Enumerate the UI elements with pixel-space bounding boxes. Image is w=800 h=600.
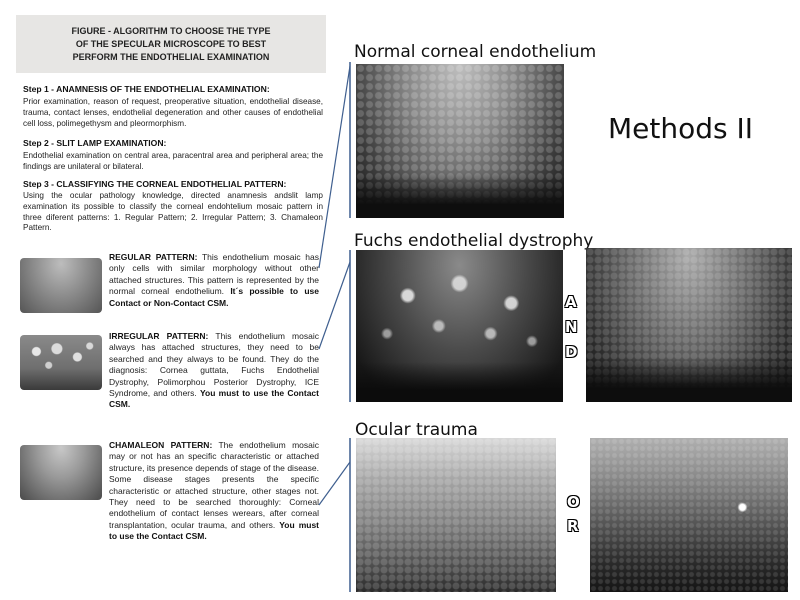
image-fade [356, 173, 564, 218]
connector-letter-d: D [565, 343, 578, 361]
figure-title: FIGURE - ALGORITHM TO CHOOSE THE TYPE OF… [16, 25, 326, 64]
regular-pattern-emphasis: It´s possible to use Contact or Non-Cont… [109, 286, 319, 308]
image-fade [586, 357, 792, 402]
regular-pattern-thumbnail [20, 258, 102, 313]
chamaleon-pattern-thumbnail [20, 445, 102, 500]
step-3-text: Using the ocular pathology knowledge, di… [23, 191, 323, 233]
figure-title-line-2: OF THE SPECULAR MICROSCOPE TO BEST [75, 39, 267, 49]
step-1-text: Prior examination, reason of request, pr… [23, 97, 323, 128]
figure-header: FIGURE - ALGORITHM TO CHOOSE THE TYPE OF… [16, 15, 326, 73]
algorithm-figure: FIGURE - ALGORITHM TO CHOOSE THE TYPE OF… [13, 15, 326, 595]
connector-line-regular [318, 65, 351, 269]
chamaleon-pattern-name: CHAMALEON PATTERN: [109, 440, 213, 450]
chamaleon-pattern-text: The endothelium mosaic may or not has an… [109, 440, 319, 530]
connector-letter-n: N [565, 318, 578, 336]
irregular-pattern-emphasis: You must to use the Contact CSM. [109, 388, 319, 410]
irregular-pattern-name: IRREGULAR PATTERN: [109, 331, 209, 341]
figure-title-line-3: PERFORM THE ENDOTHELIAL EXAMINATION [72, 52, 270, 62]
chamaleon-pattern-emphasis: You must to use the Contact CSM. [109, 519, 319, 542]
regular-pattern-description: REGULAR PATTERN: This endothelium mosaic… [109, 252, 319, 309]
connector-letter-r: R [567, 517, 579, 535]
normal-endothelium-image [356, 64, 564, 218]
irregular-pattern-thumbnail [20, 335, 102, 390]
step-3-heading: Step 3 - CLASSIFYING THE CORNEAL ENDOTHE… [23, 179, 287, 189]
irregular-pattern-text: This endothelium mosaic always has attac… [109, 331, 319, 399]
irregular-pattern-description: IRREGULAR PATTERN: This endothelium mosa… [109, 331, 319, 411]
ocular-trauma-label: Ocular trauma [355, 420, 478, 440]
connector-line-chamaleon [318, 461, 351, 506]
figure-title-line-1: FIGURE - ALGORITHM TO CHOOSE THE TYPE [71, 26, 271, 36]
normal-endothelium-label: Normal corneal endothelium [354, 42, 597, 62]
connector-letter-o: O [567, 493, 580, 511]
step-1-heading: Step 1 - ANAMNESIS OF THE ENDOTHELIAL EX… [23, 84, 270, 94]
step-2-heading: Step 2 - SLIT LAMP EXAMINATION: [23, 138, 167, 148]
fuchs-dystrophy-image-1 [356, 250, 563, 402]
image-fade [356, 362, 563, 402]
fuchs-dystrophy-image-2 [586, 248, 792, 402]
ocular-trauma-image-1 [356, 438, 556, 592]
fuchs-dystrophy-label: Fuchs endothelial dystrophy [354, 231, 594, 251]
ocular-trauma-image-2 [590, 438, 788, 592]
regular-pattern-name: REGULAR PATTERN: [109, 252, 198, 262]
connector-line-irregular [318, 261, 351, 350]
step-2-text: Endothelial examination on central area,… [23, 151, 323, 171]
slide-title: Methods II [608, 112, 754, 145]
regular-pattern-text: This endothelium mosaic has only cells w… [109, 252, 319, 297]
connector-letter-a: A [565, 293, 577, 311]
chamaleon-pattern-description: CHAMALEON PATTERN: The endothelium mosai… [109, 440, 319, 543]
